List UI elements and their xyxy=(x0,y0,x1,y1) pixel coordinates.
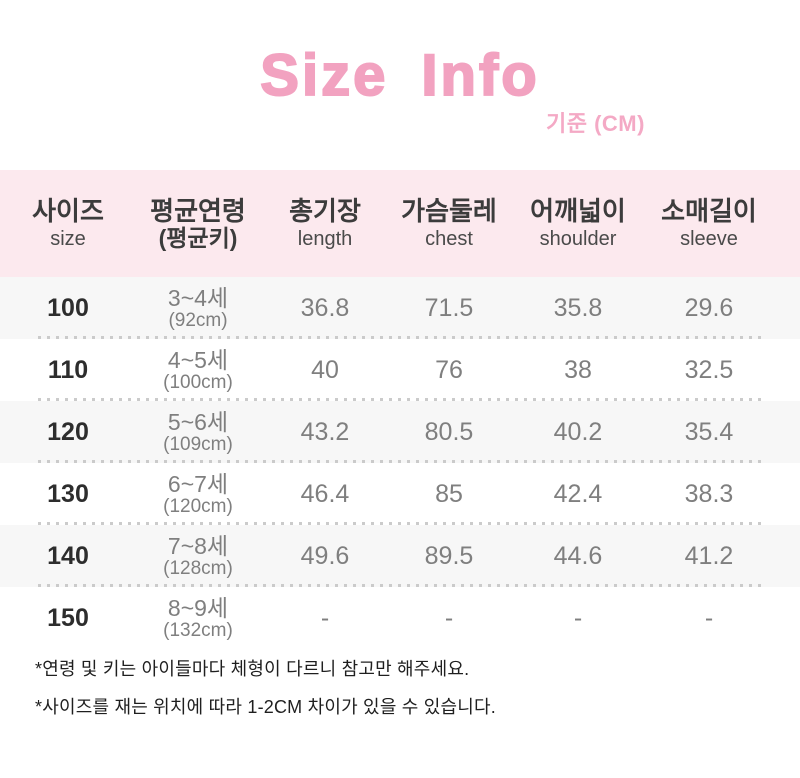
age-range: 6~7세 xyxy=(167,470,229,497)
age-value: 4~5세 (100cm) xyxy=(136,346,260,393)
header-label-ko: 사이즈 xyxy=(32,195,104,226)
table-row-100: 100 3~4세 (92cm) 36.8 71.5 35.8 29.6 xyxy=(0,277,800,339)
length-value: 40 xyxy=(311,355,339,384)
size-table: 사이즈 size 평균연령 (평균키) 총기장 length 가슴둘레 ches… xyxy=(0,170,800,649)
table-row-150: 150 8~9세 (132cm) - - - - xyxy=(0,587,800,649)
sleeve-value: 29.6 xyxy=(684,293,734,322)
header-cell-length: 총기장 length xyxy=(260,197,390,251)
chest-value: 89.5 xyxy=(424,541,474,570)
footnote-measure-diff: *사이즈를 재는 위치에 따라 1-2CM 차이가 있을 수 있습니다. xyxy=(35,697,496,717)
size-value: 130 xyxy=(47,479,89,508)
chest-value: 76 xyxy=(435,355,463,384)
avg-height: (132cm) xyxy=(163,619,233,641)
header-cell-sleeve: 소매길이 sleeve xyxy=(648,197,770,251)
title-section: Size Info 기준 (CM) xyxy=(0,0,800,170)
length-value: 49.6 xyxy=(300,541,350,570)
header-label-sub: (평균키) xyxy=(158,225,238,252)
age-value: 8~9세 (132cm) xyxy=(136,594,260,641)
chest-value: 80.5 xyxy=(424,417,474,446)
footnote-body-shape: *연령 및 키는 아이들마다 체형이 다르니 참고만 해주세요. xyxy=(35,659,470,679)
avg-height: (128cm) xyxy=(163,557,233,579)
shoulder-value: 38 xyxy=(564,355,592,384)
header-cell-age: 평균연령 (평균키) xyxy=(136,197,260,251)
shoulder-value: 35.8 xyxy=(553,293,603,322)
sleeve-value: - xyxy=(704,603,714,632)
header-label-ko: 어깨넓이 xyxy=(530,195,626,226)
avg-height: (109cm) xyxy=(163,433,233,455)
sleeve-value: 38.3 xyxy=(684,479,734,508)
size-value: 140 xyxy=(47,541,89,570)
avg-height: (100cm) xyxy=(163,371,233,393)
size-value: 110 xyxy=(47,355,89,384)
header-label-ko: 평균연령 xyxy=(150,195,246,226)
header-label-ko: 가슴둘레 xyxy=(401,195,497,226)
table-header-row: 사이즈 size 평균연령 (평균키) 총기장 length 가슴둘레 ches… xyxy=(0,170,800,277)
header-cell-chest: 가슴둘레 chest xyxy=(390,197,508,251)
sleeve-value: 35.4 xyxy=(684,417,734,446)
table-row-140: 140 7~8세 (128cm) 49.6 89.5 44.6 41.2 xyxy=(0,525,800,587)
header-label-sub: length xyxy=(297,228,353,251)
header-label-sub: shoulder xyxy=(539,228,617,251)
chest-value: - xyxy=(444,603,454,632)
age-value: 6~7세 (120cm) xyxy=(136,470,260,517)
header-cell-size: 사이즈 size xyxy=(0,197,136,251)
size-value: 120 xyxy=(47,417,89,446)
header-cell-shoulder: 어깨넓이 shoulder xyxy=(508,197,648,251)
length-value: 46.4 xyxy=(300,479,350,508)
unit-label: 기준 (CM) xyxy=(546,111,645,136)
shoulder-value: 40.2 xyxy=(553,417,603,446)
avg-height: (92cm) xyxy=(168,309,228,331)
avg-height: (120cm) xyxy=(163,495,233,517)
size-value: 100 xyxy=(47,293,89,322)
chest-value: 85 xyxy=(435,479,463,508)
age-value: 7~8세 (128cm) xyxy=(136,532,260,579)
age-range: 7~8세 xyxy=(167,532,229,559)
size-value: 150 xyxy=(47,603,89,632)
shoulder-value: 44.6 xyxy=(553,541,603,570)
table-row-130: 130 6~7세 (120cm) 46.4 85 42.4 38.3 xyxy=(0,463,800,525)
length-value: - xyxy=(320,603,330,632)
footnotes: *연령 및 키는 아이들마다 체형이 다르니 참고만 해주세요. *사이즈를 재… xyxy=(35,660,496,736)
age-value: 3~4세 (92cm) xyxy=(136,284,260,331)
chest-value: 71.5 xyxy=(424,293,474,322)
shoulder-value: - xyxy=(573,603,583,632)
table-row-120: 120 5~6세 (109cm) 43.2 80.5 40.2 35.4 xyxy=(0,401,800,463)
header-label-sub: chest xyxy=(425,228,473,251)
age-range: 8~9세 xyxy=(167,594,229,621)
age-value: 5~6세 (109cm) xyxy=(136,408,260,455)
page-title: Size Info xyxy=(259,42,540,109)
age-range: 3~4세 xyxy=(167,284,229,311)
sleeve-value: 41.2 xyxy=(684,541,734,570)
header-label-sub: sleeve xyxy=(680,228,738,251)
header-label-ko: 소매길이 xyxy=(661,195,757,226)
table-row-110: 110 4~5세 (100cm) 40 76 38 32.5 xyxy=(0,339,800,401)
age-range: 4~5세 xyxy=(167,346,229,373)
header-label-sub: size xyxy=(50,228,86,251)
shoulder-value: 42.4 xyxy=(553,479,603,508)
header-label-ko: 총기장 xyxy=(289,195,361,226)
age-range: 5~6세 xyxy=(167,408,229,435)
length-value: 36.8 xyxy=(300,293,350,322)
length-value: 43.2 xyxy=(300,417,350,446)
sleeve-value: 32.5 xyxy=(684,355,734,384)
